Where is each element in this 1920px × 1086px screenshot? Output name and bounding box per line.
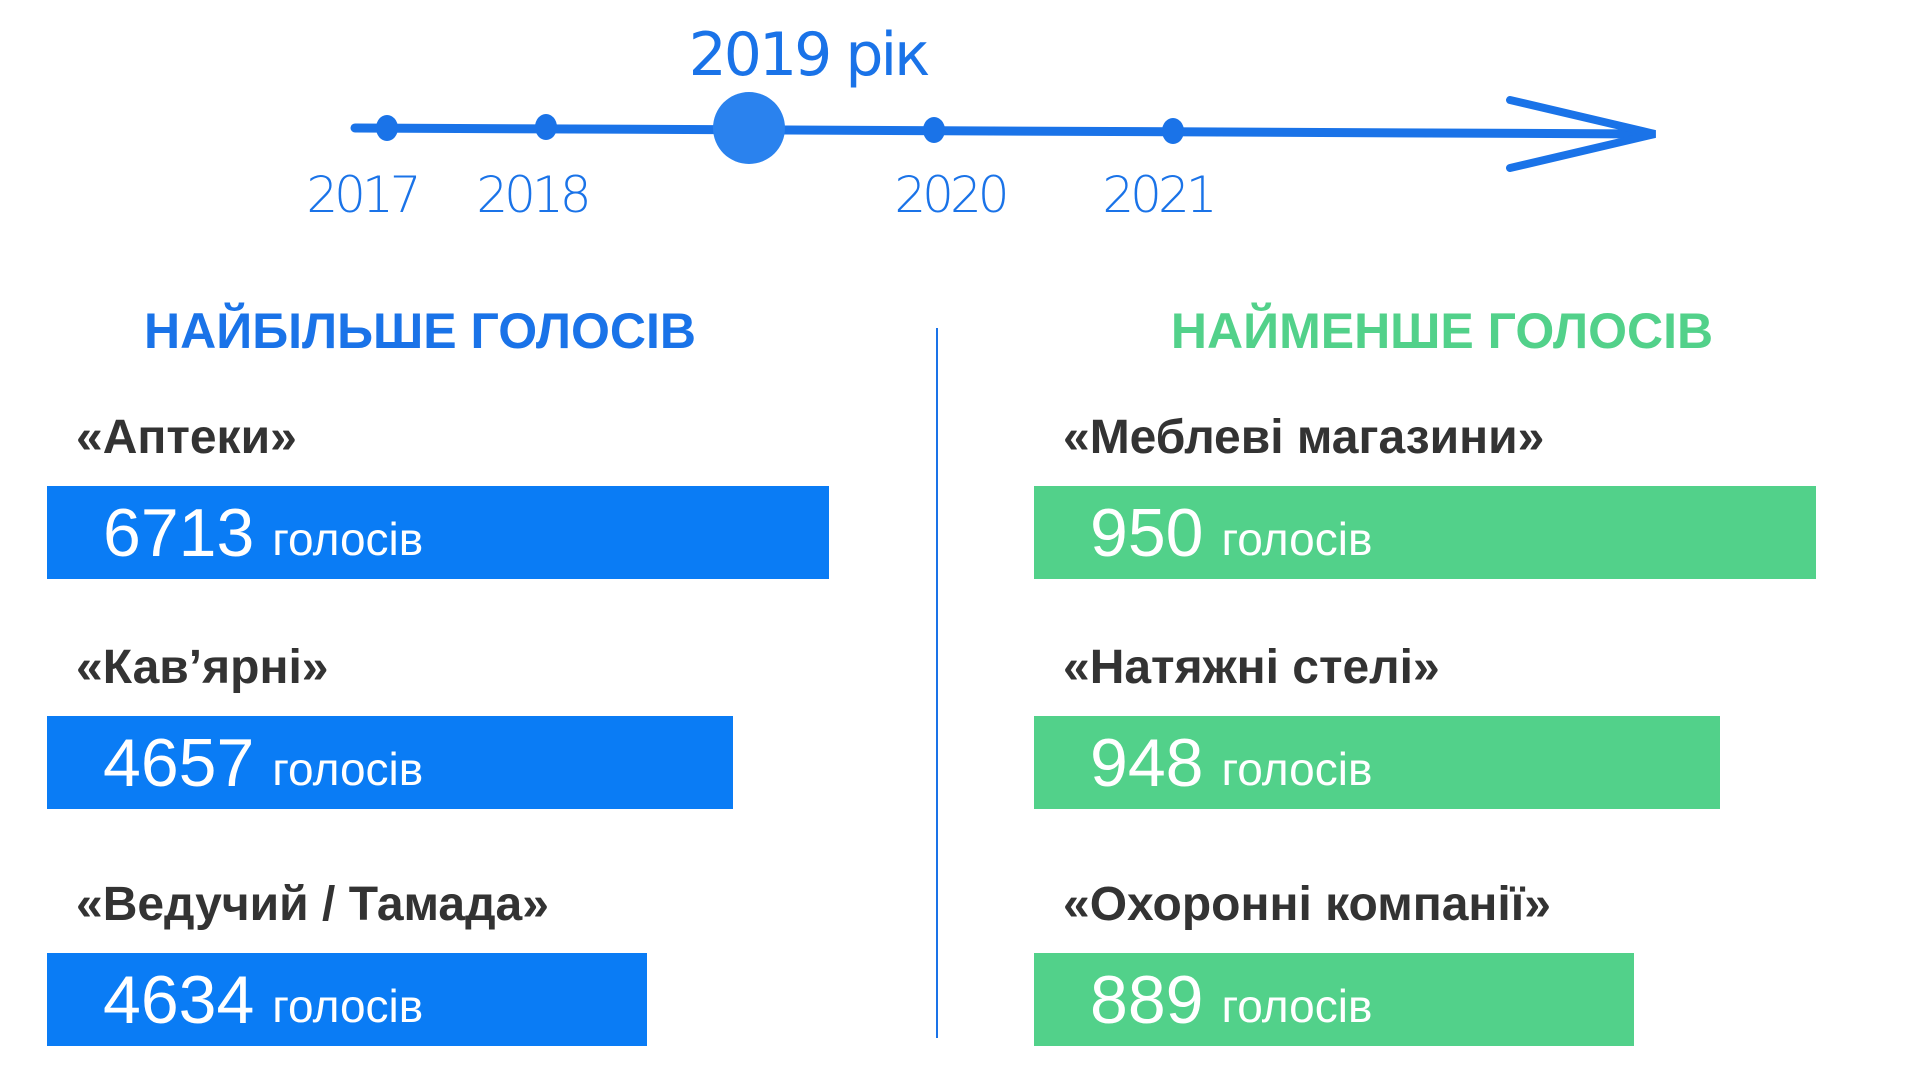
votes-bar: 6713 голосів (47, 486, 829, 579)
timeline-dot-2018 (535, 114, 557, 140)
votes-count: 950 (1090, 494, 1204, 571)
timeline-axis (350, 92, 1656, 172)
votes-unit: голосів (272, 979, 424, 1032)
year-label: 2018 (476, 166, 591, 224)
year-label: 2017 (306, 166, 421, 224)
year-label: 2021 (1102, 166, 1217, 224)
least-votes-heading: НАЙМЕНШЕ ГОЛОСІВ (1170, 303, 1714, 359)
votes-bar: 889 голосів (1034, 953, 1634, 1046)
votes-count: 4657 (103, 724, 255, 801)
most-votes-heading: НАЙБІЛЬШЕ ГОЛОСІВ (144, 303, 696, 359)
timeline-dot-2019 (713, 92, 785, 164)
category-label: «Аптеки» (76, 411, 297, 464)
timeline-dot-2020 (923, 117, 945, 143)
votes-unit: голосів (272, 512, 424, 565)
votes-unit: голосів (1221, 512, 1373, 565)
votes-bar: 948 голосів (1034, 716, 1720, 809)
category-label: «Ведучий / Тамада» (76, 878, 549, 931)
votes-unit: голосів (272, 742, 424, 795)
votes-unit: голосів (1221, 979, 1373, 1032)
votes-count: 6713 (103, 494, 255, 571)
category-label: «Натяжні стелі» (1063, 641, 1440, 694)
arrow-head-icon (1506, 96, 1656, 172)
category-label: «Меблеві магазини» (1063, 411, 1545, 464)
votes-bar: 950 голосів (1034, 486, 1816, 579)
votes-unit: голосів (1221, 742, 1373, 795)
timeline-dot-2021 (1162, 118, 1184, 144)
current-year: 2019 рік (688, 20, 931, 90)
votes-bar: 4634 голосів (47, 953, 647, 1046)
timeline-dot-2017 (376, 115, 398, 141)
votes-bar: 4657 голосів (47, 716, 733, 809)
column-divider (936, 328, 938, 1038)
category-label: «Охоронні компанії» (1063, 878, 1551, 931)
votes-count: 948 (1090, 724, 1204, 801)
votes-count: 4634 (103, 961, 255, 1038)
votes-count: 889 (1090, 961, 1204, 1038)
category-label: «Кав’ярні» (76, 641, 329, 694)
timeline-line (350, 123, 1655, 139)
year-label: 2020 (894, 166, 1009, 224)
